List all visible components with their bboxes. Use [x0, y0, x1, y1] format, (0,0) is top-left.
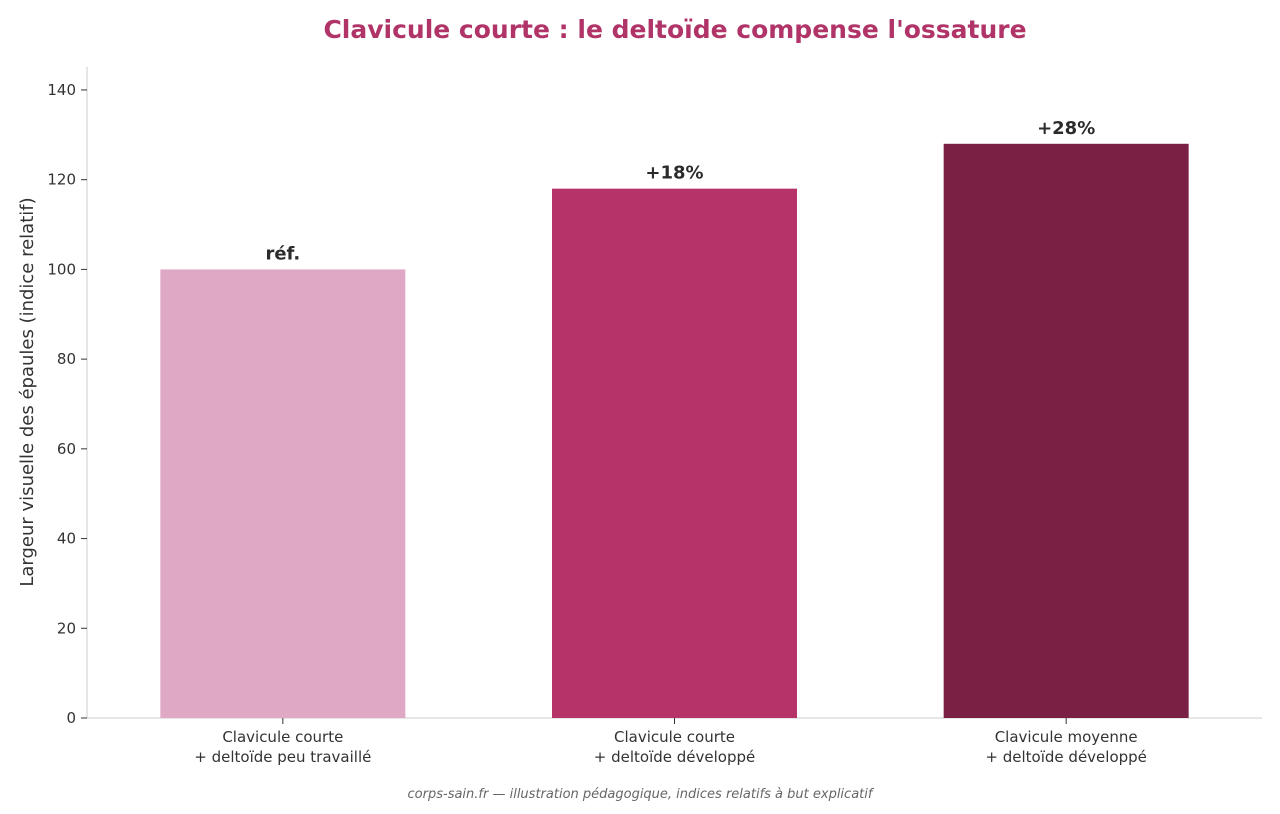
chart-title: Clavicule courte : le deltoïde compense …: [323, 15, 1026, 44]
x-tick-label: Clavicule courte: [614, 728, 735, 746]
y-tick-label: 0: [66, 709, 76, 727]
x-tick-label: + deltoïde développé: [985, 748, 1146, 766]
x-tick-label: + deltoïde peu travaillé: [194, 748, 371, 766]
y-tick-label: 40: [57, 530, 76, 548]
x-tick-label: Clavicule moyenne: [995, 728, 1138, 746]
bar-value-label: +18%: [645, 163, 703, 184]
bar: [943, 143, 1189, 719]
x-tick-label: Clavicule courte: [222, 728, 343, 746]
bar: [160, 269, 406, 718]
y-tick-label: 80: [57, 350, 76, 368]
source-caption: corps-sain.fr — illustration pédagogique…: [408, 787, 875, 802]
y-tick-label: 120: [47, 171, 76, 189]
y-tick-label: 100: [47, 260, 76, 278]
data-labels: réf. +18% +28%: [265, 118, 1095, 265]
bar-value-label: +28%: [1037, 118, 1095, 139]
x-tick-label: + deltoïde développé: [594, 748, 755, 766]
bar: [552, 188, 797, 719]
x-ticks: Clavicule courte + deltoïde peu travaillé…: [194, 718, 1147, 766]
y-ticks: 0 20 40 60 80 100 120 140: [47, 81, 87, 727]
y-tick-label: 140: [47, 81, 76, 99]
y-tick-label: 60: [57, 440, 76, 458]
y-tick-label: 20: [57, 619, 76, 637]
bars: [160, 143, 1189, 719]
bar-value-label: réf.: [265, 243, 300, 264]
y-axis-label: Largeur visuelle des épaules (indice rel…: [17, 197, 38, 586]
